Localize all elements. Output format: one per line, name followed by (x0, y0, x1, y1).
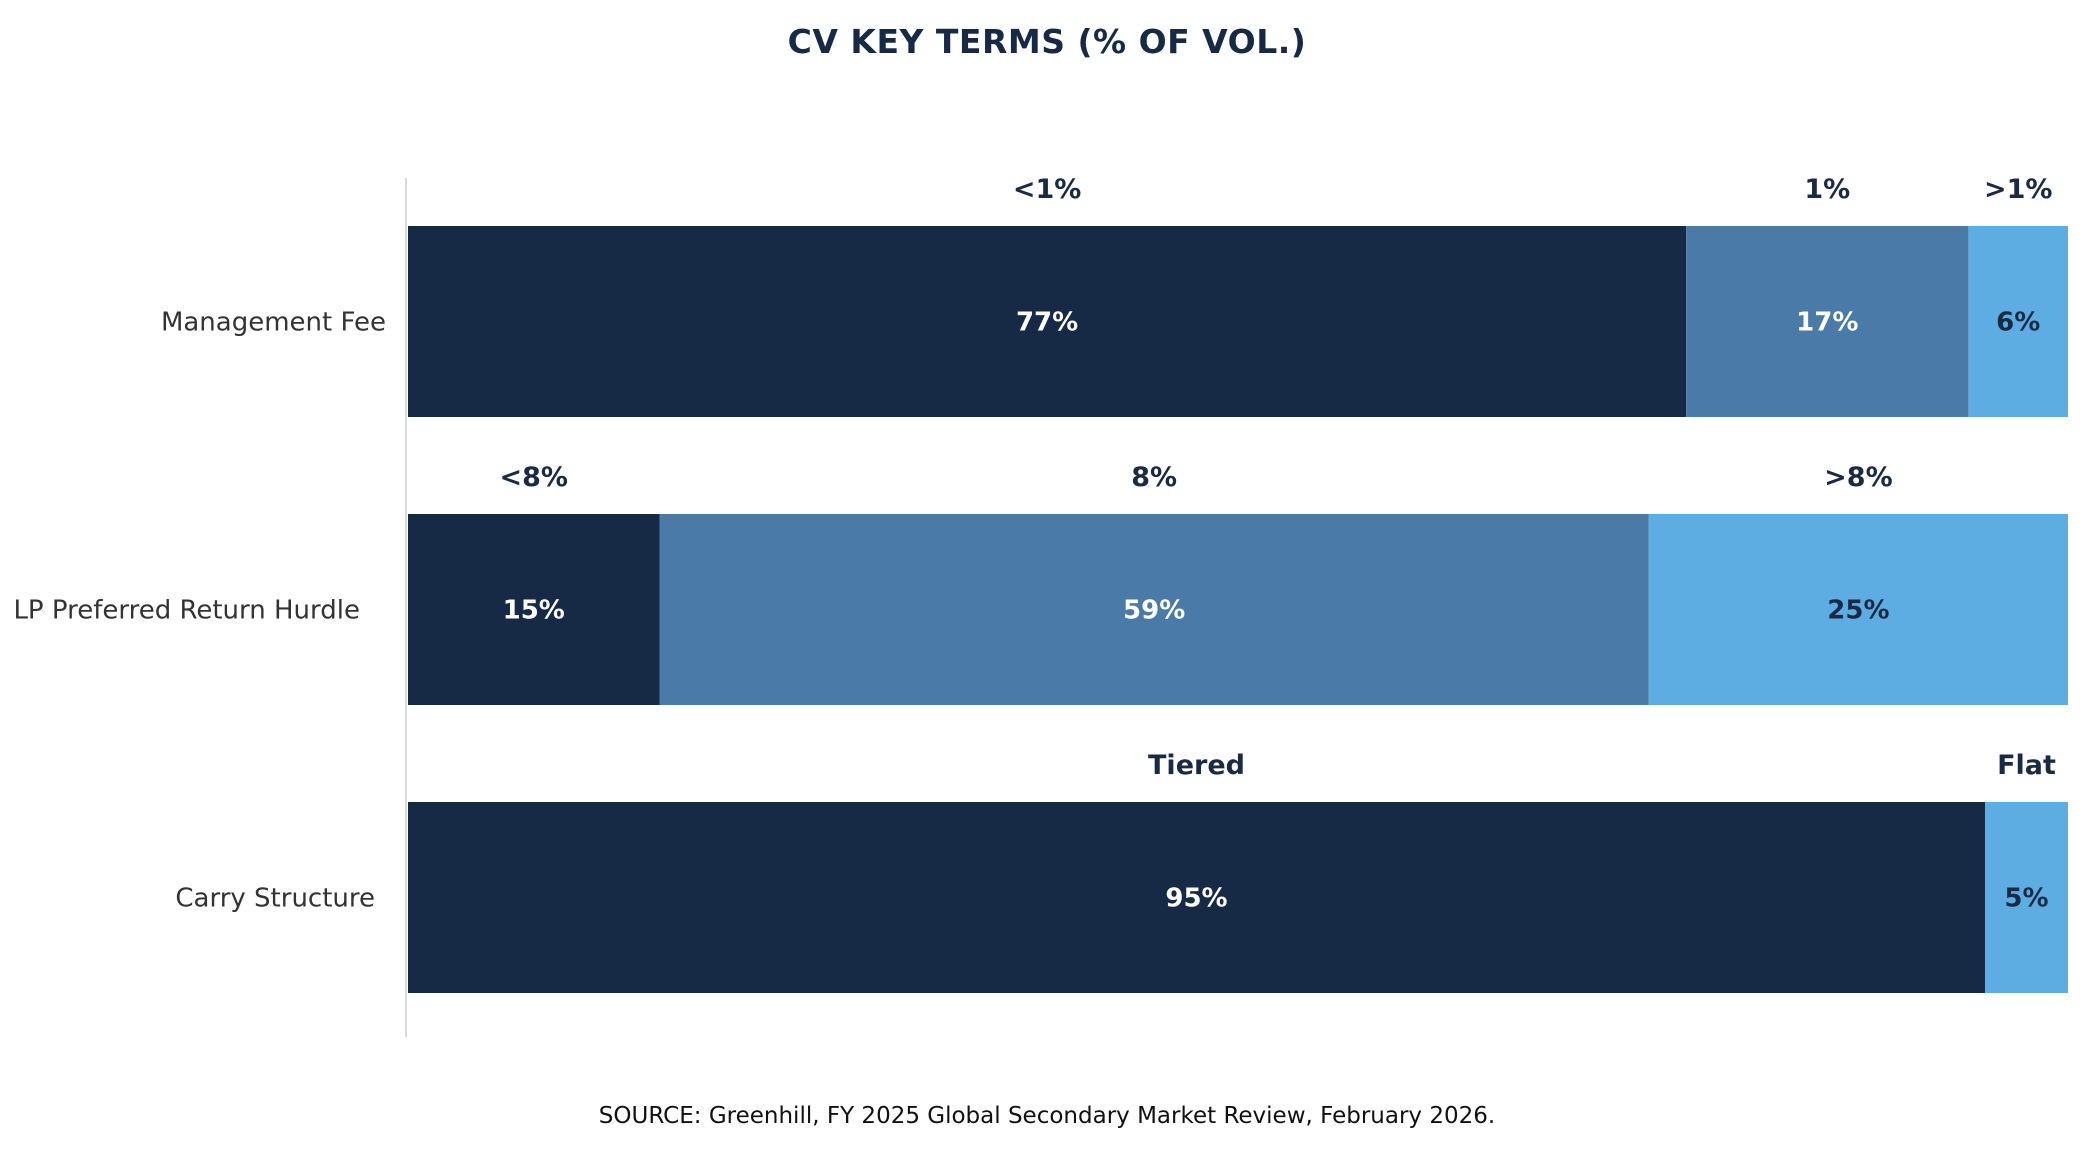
segment-value-label-management-fee-1: 77% (1016, 308, 1078, 338)
bars-layer: Management Fee 77% <1% 17% 1% 6% >1% LP Preferr… (13, 174, 2068, 993)
chart-title: CV KEY TERMS (% OF VOL.) (787, 22, 1307, 61)
bar-row-carry-structure: Carry Structure 95% Tiered 5% Flat (175, 750, 2068, 993)
segment-group-label-management-fee-3: >1% (1984, 174, 2052, 205)
segment-value-label-carry-structure-2: 5% (2004, 884, 2048, 914)
segment-group-label-carry-structure-2: Flat (1997, 750, 2056, 781)
segment-value-label-lp-preferred-return-hurdle-1: 15% (503, 596, 565, 626)
source-note: SOURCE: Greenhill, FY 2025 Global Second… (598, 1103, 1496, 1129)
segment-value-label-management-fee-3: 6% (1996, 308, 2040, 338)
bar-segment-management-fee-3 (1968, 226, 2068, 417)
bar-segment-carry-structure-2 (1985, 802, 2068, 993)
segment-group-label-management-fee-2: 1% (1804, 174, 1850, 205)
bar-segment-management-fee-1 (408, 226, 1687, 417)
category-label-management-fee: Management Fee (161, 308, 386, 338)
bar-segment-lp-preferred-return-hurdle-1 (408, 514, 660, 705)
segment-group-label-lp-preferred-return-hurdle-1: <8% (500, 462, 568, 493)
bar-segment-lp-preferred-return-hurdle-2 (659, 514, 1649, 705)
bar-segment-management-fee-2 (1686, 226, 1969, 417)
segment-group-label-lp-preferred-return-hurdle-3: >8% (1824, 462, 1892, 493)
segment-group-label-carry-structure-1: Tiered (1148, 750, 1245, 781)
bar-segment-lp-preferred-return-hurdle-3 (1648, 514, 2068, 705)
category-label-lp-preferred-return-hurdle: LP Preferred Return Hurdle (13, 596, 360, 626)
segment-group-label-lp-preferred-return-hurdle-2: 8% (1131, 462, 1177, 493)
segment-value-label-lp-preferred-return-hurdle-2: 59% (1123, 596, 1185, 626)
segment-value-label-carry-structure-1: 95% (1165, 884, 1227, 914)
segment-value-label-lp-preferred-return-hurdle-3: 25% (1827, 596, 1889, 626)
bar-row-management-fee: Management Fee 77% <1% 17% 1% 6% >1% (161, 174, 2068, 417)
bar-row-lp-preferred-return-hurdle: LP Preferred Return Hurdle 15% <8% 59% 8% 25%… (13, 462, 2068, 705)
segment-value-label-management-fee-2: 17% (1796, 308, 1858, 338)
bar-segment-carry-structure-1 (408, 802, 1985, 993)
category-label-carry-structure: Carry Structure (175, 884, 375, 914)
segment-group-label-management-fee-1: <1% (1013, 174, 1081, 205)
